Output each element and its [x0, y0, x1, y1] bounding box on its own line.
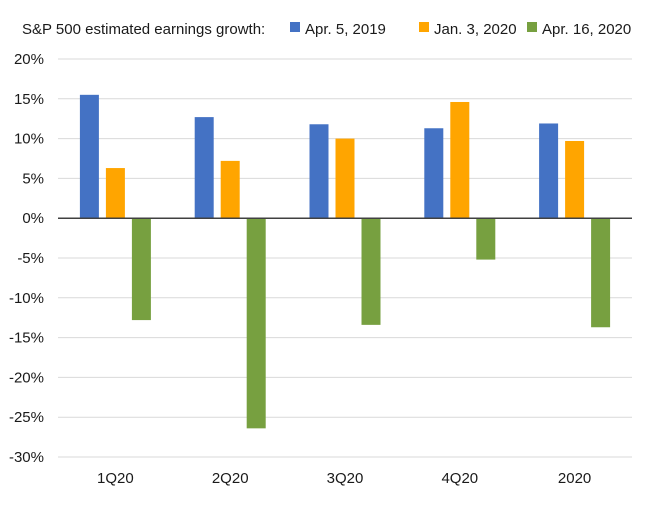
- bar-3q20-series-2: [335, 138, 355, 219]
- legend-swatch-3: [527, 22, 537, 32]
- y-tick-label: -25%: [9, 409, 44, 426]
- bar-4q20-series-2: [450, 101, 470, 219]
- legend-swatch-2: [419, 22, 429, 32]
- bar-3q20-series-3: [361, 218, 381, 325]
- bar-2q20-series-1: [194, 117, 214, 219]
- y-tick-label: -30%: [9, 449, 44, 466]
- x-tick-label: 2Q20: [212, 470, 249, 487]
- legend: S&P 500 estimated earnings growth: Apr. …: [22, 21, 631, 38]
- y-axis: 20% 15% 10% 5% 0% -5% -10% -15% -20% -25% -30%: [9, 51, 44, 466]
- bar-4q20-series-3: [476, 218, 496, 260]
- x-axis: 1Q20 2Q20 3Q20 4Q20 2020: [58, 217, 632, 487]
- legend-label-3: Apr. 16, 2020: [542, 21, 631, 38]
- gridlines: [58, 58, 632, 458]
- bar-2020-series-1: [539, 123, 559, 219]
- x-tick-label: 4Q20: [441, 470, 478, 487]
- bar-1q20-series-1: [79, 94, 99, 219]
- bar-2020-series-3: [591, 218, 611, 328]
- y-tick-label: 15%: [14, 91, 44, 108]
- bar-2020-series-2: [565, 140, 585, 219]
- bars: [79, 94, 611, 429]
- y-tick-label: 5%: [22, 170, 44, 187]
- bar-2q20-series-3: [246, 218, 266, 429]
- y-tick-label: -15%: [9, 330, 44, 347]
- bar-1q20-series-3: [131, 218, 151, 321]
- bar-1q20-series-2: [105, 168, 125, 219]
- chart-title: S&P 500 estimated earnings growth:: [22, 21, 265, 38]
- y-tick-label: -5%: [17, 250, 44, 267]
- bar-4q20-series-1: [424, 128, 444, 219]
- legend-label-1: Apr. 5, 2019: [305, 21, 386, 38]
- y-tick-label: 0%: [22, 210, 44, 227]
- y-tick-label: 10%: [14, 131, 44, 148]
- x-tick-label: 3Q20: [327, 470, 364, 487]
- y-tick-label: -10%: [9, 290, 44, 307]
- bar-2q20-series-2: [220, 160, 240, 219]
- x-tick-label: 1Q20: [97, 470, 134, 487]
- legend-swatch-1: [290, 22, 300, 32]
- bar-3q20-series-1: [309, 124, 329, 219]
- y-tick-label: 20%: [14, 51, 44, 68]
- legend-label-2: Jan. 3, 2020: [434, 21, 517, 38]
- x-tick-label: 2020: [558, 470, 591, 487]
- y-tick-label: -20%: [9, 369, 44, 386]
